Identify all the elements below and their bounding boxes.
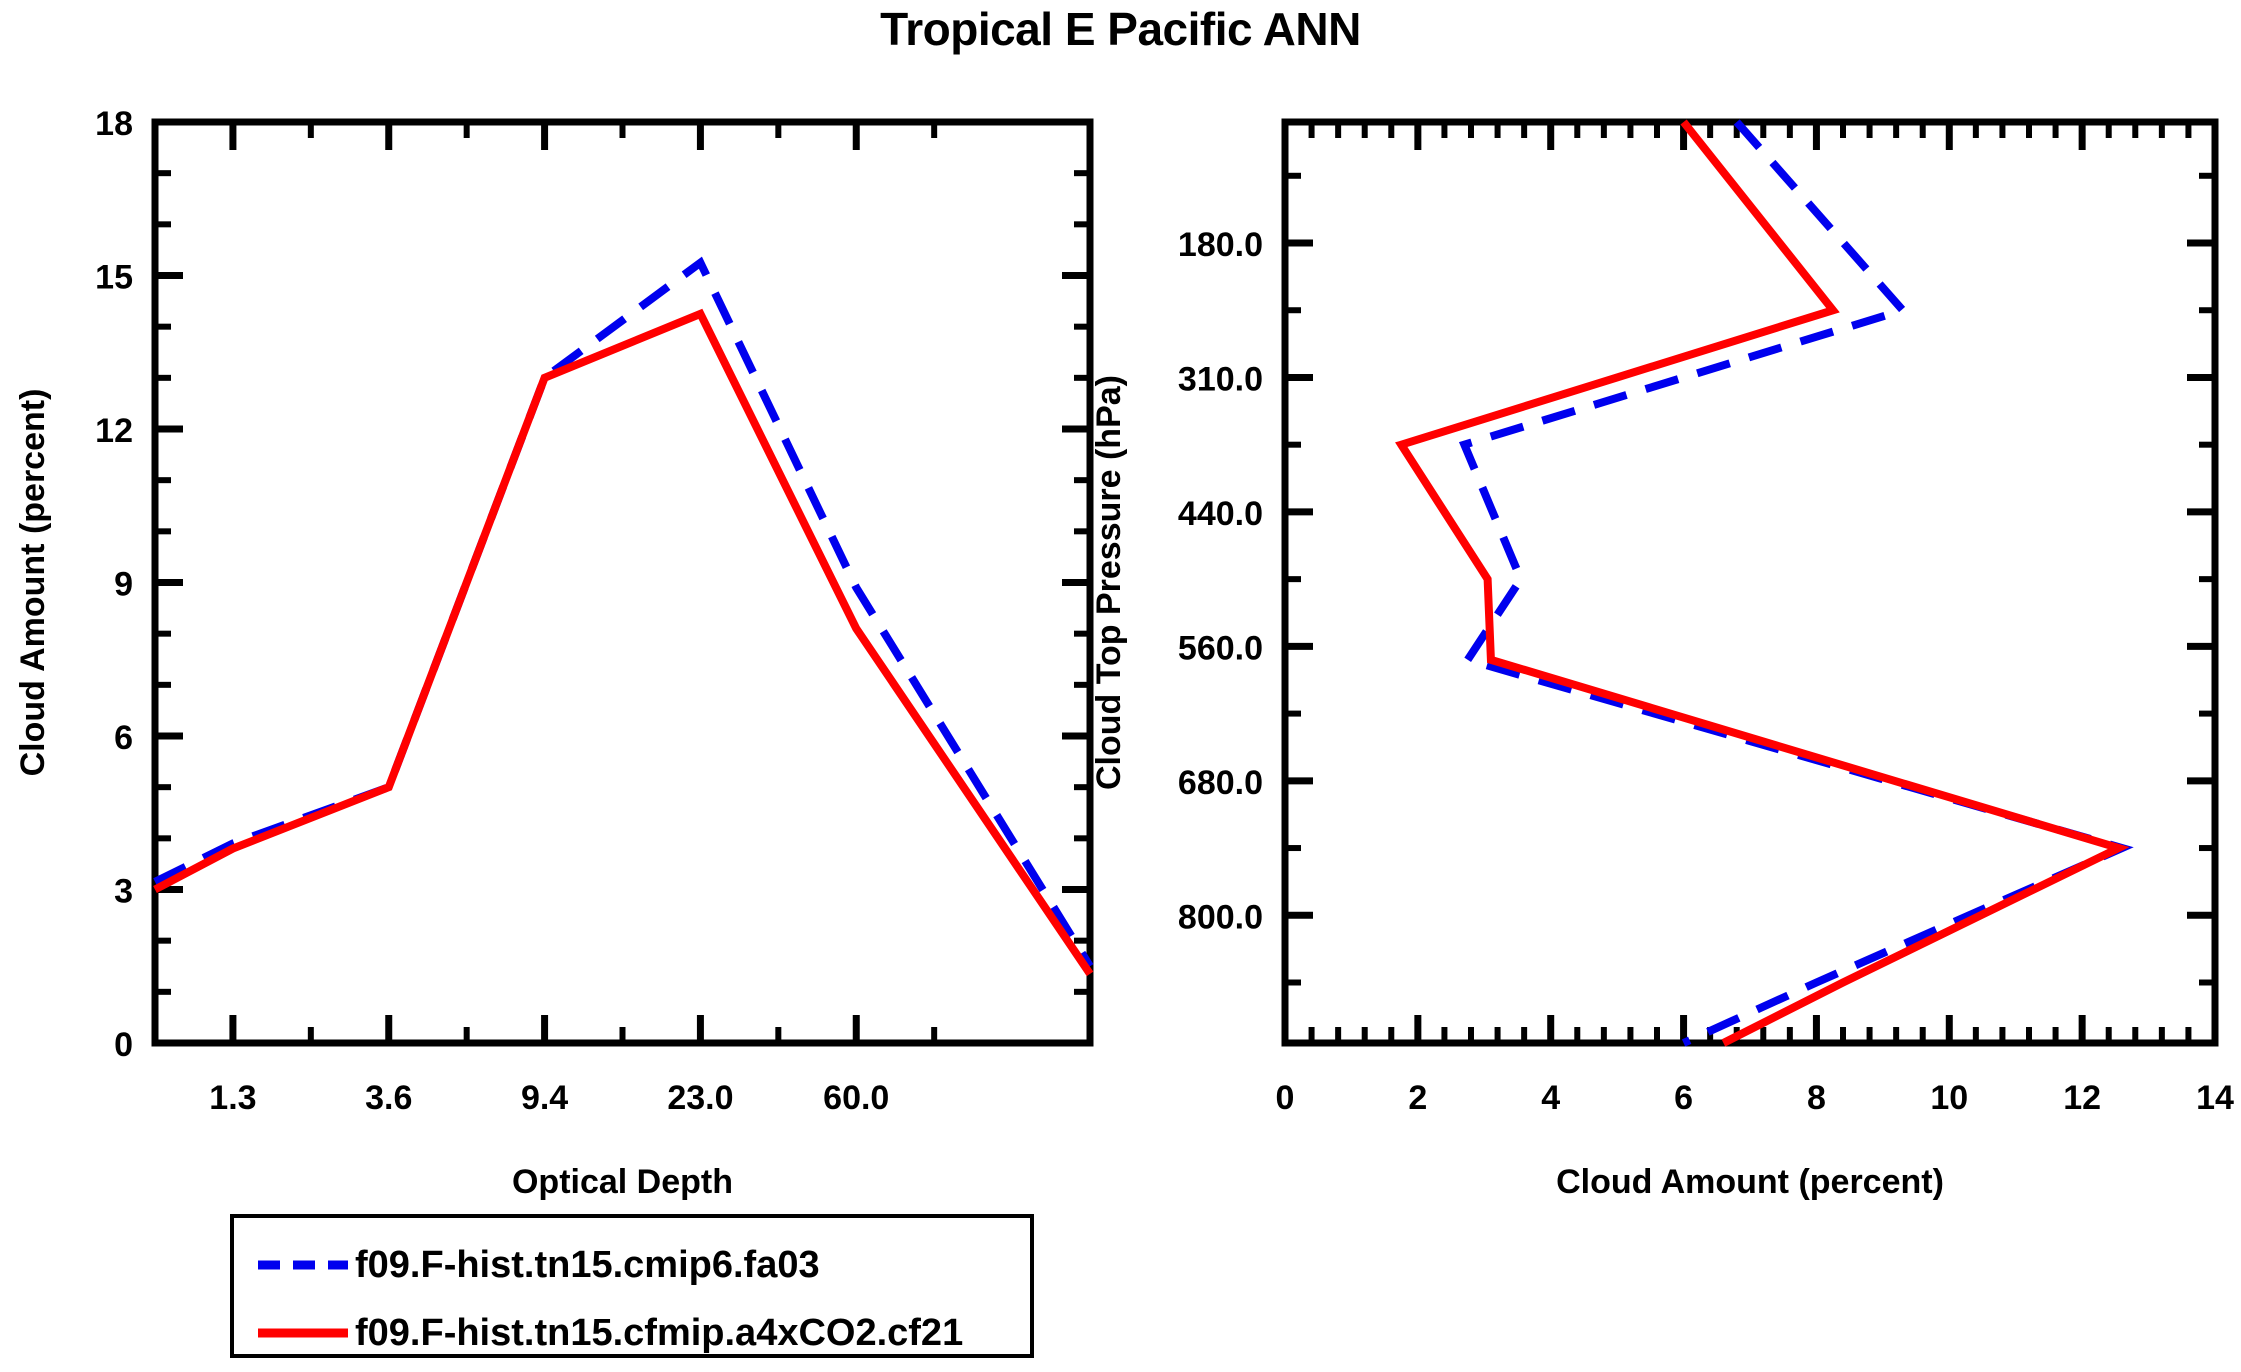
- y-tick-label: 180.0: [1178, 226, 1263, 264]
- y-tick-label: 440.0: [1178, 495, 1263, 533]
- x-tick-label: 6: [1674, 1079, 1693, 1117]
- right-y-axis-title: Cloud Top Pressure (hPa): [1090, 375, 1128, 790]
- data-line-cmip6-fa03: [1458, 119, 2134, 1047]
- y-tick-label: 0: [114, 1026, 133, 1064]
- legend-box: [230, 1214, 1034, 1358]
- legend: f09.F-hist.tn15.cmip6.fa03 f09.F-hist.tn…: [230, 1214, 1034, 1358]
- right-frame-rect: [1281, 118, 2219, 1047]
- y-tick-label: 560.0: [1178, 629, 1263, 667]
- y-tick-label: 310.0: [1178, 360, 1263, 398]
- x-tick-label: 10: [1930, 1079, 1968, 1117]
- page-title: Tropical E Pacific ANN: [880, 3, 1361, 55]
- y-tick-label: 12: [95, 412, 133, 450]
- x-tick-label: 2: [1408, 1079, 1427, 1117]
- right-axis-ticks: [1281, 122, 2219, 1043]
- x-tick-label: 23.0: [667, 1079, 733, 1117]
- legend-swatches: [258, 1260, 348, 1338]
- legend-item-label: f09.F-hist.tn15.cmip6.fa03: [355, 1244, 820, 1286]
- y-tick-label: 680.0: [1178, 764, 1263, 802]
- y-tick-label: 6: [114, 719, 133, 757]
- x-tick-label: 3.6: [365, 1079, 412, 1117]
- x-tick-label: 60.0: [823, 1079, 889, 1117]
- y-tick-label: 3: [114, 873, 133, 911]
- x-tick-label: 0: [1276, 1079, 1295, 1117]
- left-axis-ticks: [152, 118, 1093, 1047]
- x-tick-label: 8: [1807, 1079, 1826, 1117]
- left-y-axis-title: Cloud Amount (percent): [14, 389, 52, 777]
- data-line-cfmip-a4xco2-cf21: [153, 308, 1094, 977]
- data-line-cfmip-a4xco2-cf21: [1395, 119, 2130, 1047]
- legend-item-label: f09.F-hist.tn15.cfmip.a4xCO2.cf21: [355, 1312, 963, 1354]
- x-tick-label: 9.4: [521, 1079, 568, 1117]
- optical-depth-panel: 0 3 6 9 12 15 18 1.3 3.6 9.4 23.0 60.0 Optical Dept…: [14, 105, 1094, 1201]
- cloud-top-pressure-panel: 0 2 4 6 8 10 12 14 180.0 310.0 440.0 560.0 680.0 800.…: [1090, 118, 2234, 1201]
- left-data-lines: [153, 256, 1094, 977]
- left-frame-rect: [151, 118, 1094, 1047]
- left-axis-tick-labels: 0 3 6 9 12 15 18 1.3 3.6 9.4 23.0 60.0: [95, 105, 889, 1117]
- left-x-axis-title: Optical Depth: [512, 1163, 733, 1201]
- y-tick-label: 800.0: [1178, 898, 1263, 936]
- right-axis-tick-labels: 0 2 4 6 8 10 12 14 180.0 310.0 440.0 560.0 680.0 800.…: [1178, 226, 2234, 1117]
- x-tick-label: 4: [1541, 1079, 1560, 1117]
- left-plot-frame: [151, 118, 1094, 1047]
- y-tick-label: 9: [114, 566, 133, 604]
- right-plot-frame: [1281, 118, 2219, 1047]
- y-tick-label: 18: [95, 105, 133, 143]
- right-data-lines: [1395, 119, 2134, 1047]
- y-tick-label: 15: [95, 259, 133, 297]
- data-line-cmip6-fa03: [153, 256, 1094, 969]
- x-tick-label: 12: [2063, 1079, 2101, 1117]
- right-x-axis-title: Cloud Amount (percent): [1556, 1163, 1944, 1201]
- x-tick-label: 1.3: [209, 1079, 256, 1117]
- x-tick-label: 14: [2196, 1079, 2234, 1117]
